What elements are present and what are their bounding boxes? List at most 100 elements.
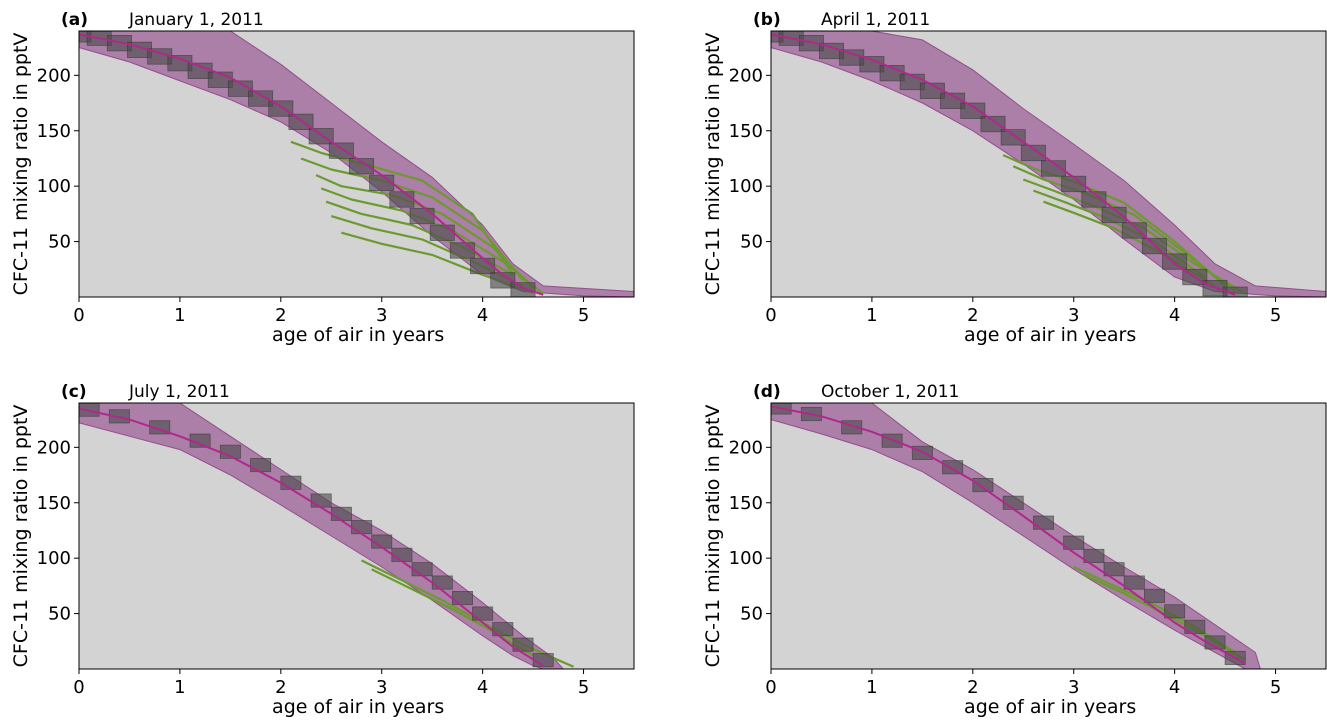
x-tick-label: 3 — [376, 677, 387, 698]
box-marker — [1121, 222, 1147, 239]
x-axis-label: age of air in years — [272, 696, 444, 718]
panel-label: (a) — [61, 10, 88, 30]
y-tick-label: 200 — [729, 437, 763, 458]
x-axis-label: age of air in years — [964, 324, 1136, 346]
x-tick-label: 1 — [866, 305, 877, 326]
range-band — [79, 403, 565, 669]
box-marker — [972, 477, 994, 493]
x-axis-label: age of air in years — [272, 324, 444, 346]
x-tick-label: 0 — [73, 305, 84, 326]
box-marker — [79, 403, 100, 417]
box-marker — [409, 207, 435, 225]
x-tick-label: 2 — [967, 305, 978, 326]
box-marker — [1101, 206, 1127, 224]
y-axis-label: CFC-11 mixing ratio in pptV — [10, 33, 32, 296]
plot-frame — [78, 30, 635, 298]
y-tick-label: 100 — [729, 548, 763, 569]
x-tick-label: 4 — [1169, 305, 1180, 326]
green-curve-2 — [371, 568, 534, 657]
box-marker — [449, 242, 475, 259]
y-tick-label: 50 — [48, 604, 71, 625]
green-curve-3 — [315, 174, 534, 289]
x-tick-label: 4 — [477, 677, 488, 698]
y-tick-label: 50 — [740, 232, 763, 253]
box-marker — [490, 272, 516, 289]
box-marker — [268, 100, 294, 117]
panel-3: 0 1 2 3 4 5 50 100 150 200 age of air in years CFC-… — [10, 382, 635, 718]
x-tick-label: 2 — [275, 677, 286, 698]
y-tick-label: 150 — [37, 121, 71, 142]
panel-label: (d) — [753, 382, 781, 402]
plot-frame — [770, 30, 1327, 298]
box-marker — [1020, 144, 1046, 162]
x-tick-label: 5 — [578, 677, 589, 698]
y-tick-label: 50 — [48, 232, 71, 253]
y-tick-label: 200 — [37, 65, 71, 86]
box-marker — [1123, 575, 1145, 590]
mean-line — [771, 405, 1246, 665]
x-tick-label: 1 — [866, 677, 877, 698]
box-marker — [1144, 588, 1166, 603]
box-marker — [512, 637, 534, 652]
box-marker — [1083, 548, 1105, 563]
y-tick-label: 150 — [729, 121, 763, 142]
x-tick-label: 1 — [174, 677, 185, 698]
y-axis-label: CFC-11 mixing ratio in pptV — [702, 405, 724, 668]
plot-content — [771, 403, 1261, 669]
x-tick-label: 5 — [1270, 305, 1281, 326]
y-axis-label: CFC-11 mixing ratio in pptV — [702, 33, 724, 296]
x-tick-label: 3 — [376, 305, 387, 326]
panel-title: July 1, 2011 — [128, 382, 230, 402]
plot-content — [771, 31, 1326, 297]
y-tick-label: 50 — [740, 604, 763, 625]
x-tick-label: 3 — [1068, 305, 1079, 326]
box-marker — [1204, 635, 1226, 650]
box-marker — [348, 158, 374, 175]
plot-content — [79, 403, 574, 669]
box-marker — [1184, 619, 1206, 634]
box-marker — [330, 506, 352, 521]
box-marker — [328, 142, 354, 159]
plot-content — [79, 31, 634, 297]
box-marker — [391, 547, 413, 562]
box-marker — [108, 409, 130, 424]
x-tick-label: 4 — [477, 305, 488, 326]
box-marker — [431, 575, 453, 590]
box-marker — [451, 591, 473, 606]
box-marker — [940, 92, 966, 109]
y-tick-label: 100 — [37, 176, 71, 197]
mean-line — [771, 33, 1236, 296]
box-marker — [472, 606, 494, 621]
box-marker — [1063, 535, 1085, 550]
box-marker — [1033, 515, 1055, 530]
box-marker — [1000, 129, 1026, 146]
box-marker — [1081, 191, 1107, 208]
plot-frame — [78, 402, 635, 670]
y-axis-label: CFC-11 mixing ratio in pptV — [10, 405, 32, 668]
x-tick-label: 1 — [174, 305, 185, 326]
box-marker — [960, 102, 986, 119]
box-marker — [492, 622, 514, 637]
box-marker — [351, 520, 373, 535]
panel-4: 0 1 2 3 4 5 50 100 150 200 age of air in years CFC-… — [702, 382, 1327, 718]
panel-label: (b) — [753, 10, 781, 30]
range-band — [771, 403, 1261, 669]
plot-frame — [770, 402, 1327, 670]
x-tick-label: 0 — [765, 677, 776, 698]
box-marker — [1164, 604, 1186, 619]
panel-title: January 1, 2011 — [128, 10, 264, 30]
x-tick-label: 5 — [1270, 677, 1281, 698]
x-tick-label: 5 — [578, 305, 589, 326]
box-marker — [942, 460, 964, 475]
y-tick-label: 150 — [729, 493, 763, 514]
box-marker — [980, 115, 1006, 133]
mean-line — [79, 407, 544, 667]
x-tick-label: 3 — [1068, 677, 1079, 698]
box-marker — [248, 90, 274, 107]
y-tick-label: 100 — [729, 176, 763, 197]
y-tick-label: 100 — [37, 548, 71, 569]
mean-line — [79, 33, 544, 296]
box-marker — [280, 475, 302, 490]
y-tick-label: 200 — [37, 437, 71, 458]
